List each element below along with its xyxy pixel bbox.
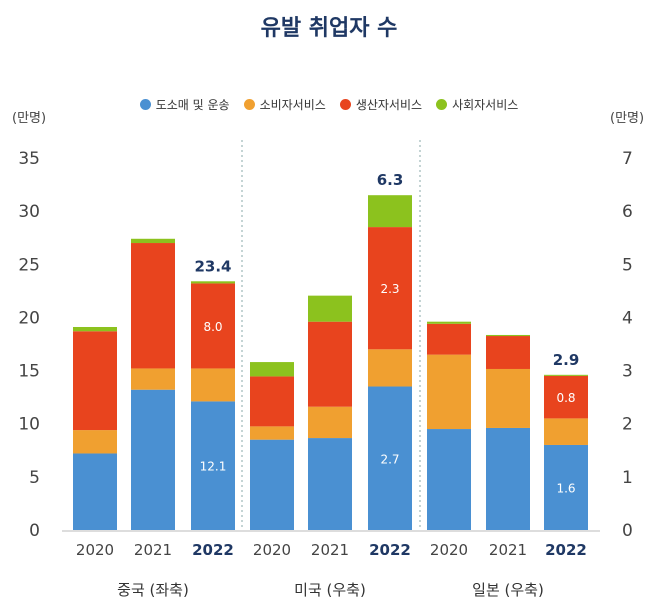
bar-segment-도소매 및 운송	[73, 453, 117, 530]
bar-segment-소비자서비스	[544, 418, 588, 445]
segment-value-label: 0.8	[556, 391, 575, 405]
bar-segment-사회자서비스	[131, 238, 175, 244]
bar-segment-도소매 및 운송	[427, 429, 471, 530]
x-tick-label: 2022	[545, 541, 587, 559]
x-tick-label: 2021	[134, 541, 172, 559]
bar-segment-소비자서비스	[368, 349, 412, 387]
x-tick-label: 2021	[489, 541, 527, 559]
bar-segment-소비자서비스	[427, 354, 471, 430]
bar-segment-소비자서비스	[250, 426, 294, 440]
segment-value-label: 2.7	[380, 452, 399, 466]
x-tick-label: 2021	[311, 541, 349, 559]
bar-segment-사회자서비스	[486, 334, 530, 337]
bar-segment-소비자서비스	[486, 368, 530, 428]
bar-segment-생산자서비스	[544, 375, 588, 419]
segment-value-label: 1.6	[556, 481, 575, 495]
chart-title: 유발 취업자 수	[260, 16, 398, 41]
x-tick-label: 2022	[192, 541, 234, 559]
bar-segment-도소매 및 운송	[191, 401, 235, 530]
bar-segment-소비자서비스	[131, 368, 175, 390]
left-tick-label: 0	[29, 521, 40, 541]
bar-segment-사회자서비스	[191, 281, 235, 284]
bar-segment-사회자서비스	[427, 321, 471, 324]
bar-segment-생산자서비스	[368, 227, 412, 350]
bar-segment-도소매 및 운송	[250, 439, 294, 530]
left-tick-label: 15	[18, 362, 40, 382]
bar-segment-소비자서비스	[73, 430, 117, 454]
group-label: 일본 (우축)	[472, 581, 544, 599]
bar-segment-생산자서비스	[250, 376, 294, 427]
legend-swatch	[139, 99, 151, 110]
bar-segment-소비자서비스	[308, 406, 352, 439]
right-tick-label: 6	[622, 202, 633, 222]
x-tick-label: 2022	[369, 541, 411, 559]
total-value-label: 2.9	[553, 351, 580, 369]
x-tick-label: 2020	[253, 541, 291, 559]
left-tick-label: 25	[18, 255, 40, 275]
right-tick-label: 1	[622, 468, 633, 488]
bar-segment-생산자서비스	[427, 323, 471, 355]
bar-segment-사회자서비스	[544, 374, 588, 376]
left-tick-label: 20	[18, 308, 40, 328]
left-tick-label: 35	[18, 149, 40, 169]
bar-segment-도소매 및 운송	[368, 386, 412, 530]
bar-segment-생산자서비스	[486, 336, 530, 369]
bar-segment-사회자서비스	[308, 295, 352, 322]
bar-segment-도소매 및 운송	[544, 444, 588, 530]
legend-label: 사회자서비스	[452, 98, 519, 112]
legend: 도소매 및 운송 소비자서비스 생산자서비스 사회자서비스	[0, 96, 658, 113]
left-axis-label: (만명)	[12, 111, 46, 126]
group-label: 중국 (좌축)	[117, 581, 189, 599]
right-tick-label: 2	[622, 415, 633, 435]
total-value-label: 23.4	[194, 257, 231, 275]
legend-item: 사회자서비스	[436, 96, 518, 113]
bar-segment-생산자서비스	[73, 331, 117, 431]
bar-segment-도소매 및 운송	[486, 427, 530, 530]
legend-label: 소비자서비스	[259, 98, 326, 112]
legend-item: 소비자서비스	[243, 96, 326, 113]
right-tick-label: 3	[622, 362, 633, 382]
left-tick-label: 5	[29, 468, 40, 488]
bar-segment-사회자서비스	[73, 326, 117, 332]
legend-item: 도소매 및 운송	[139, 96, 230, 113]
x-tick-label: 2020	[76, 541, 114, 559]
total-value-label: 6.3	[377, 171, 404, 189]
segment-value-label: 12.1	[200, 460, 227, 474]
left-tick-label: 10	[18, 415, 40, 435]
right-tick-label: 7	[622, 149, 633, 169]
left-tick-label: 30	[18, 202, 40, 222]
bar-segment-사회자서비스	[250, 362, 294, 377]
bar-segment-생산자서비스	[131, 243, 175, 369]
legend-swatch	[339, 99, 351, 110]
right-tick-label: 4	[622, 308, 633, 328]
bar-segment-생산자서비스	[308, 321, 352, 407]
bar-segment-생산자서비스	[191, 283, 235, 369]
group-label: 미국 (우축)	[294, 581, 366, 599]
right-tick-label: 0	[622, 521, 633, 541]
bar-segment-도소매 및 운송	[131, 389, 175, 530]
legend-swatch	[436, 99, 448, 110]
bar-segment-사회자서비스	[368, 195, 412, 228]
right-tick-label: 5	[622, 255, 633, 275]
legend-label: 도소매 및 운송	[155, 98, 230, 112]
x-tick-label: 2020	[430, 541, 468, 559]
segment-value-label: 8.0	[203, 320, 222, 334]
bar-segment-도소매 및 운송	[308, 438, 352, 530]
right-axis-label: (만명)	[610, 111, 644, 126]
legend-label: 생산자서비스	[355, 98, 423, 112]
segment-value-label: 2.3	[380, 282, 399, 296]
bar-segment-소비자서비스	[191, 368, 235, 402]
legend-item: 생산자서비스	[339, 96, 423, 113]
legend-swatch	[243, 99, 255, 110]
